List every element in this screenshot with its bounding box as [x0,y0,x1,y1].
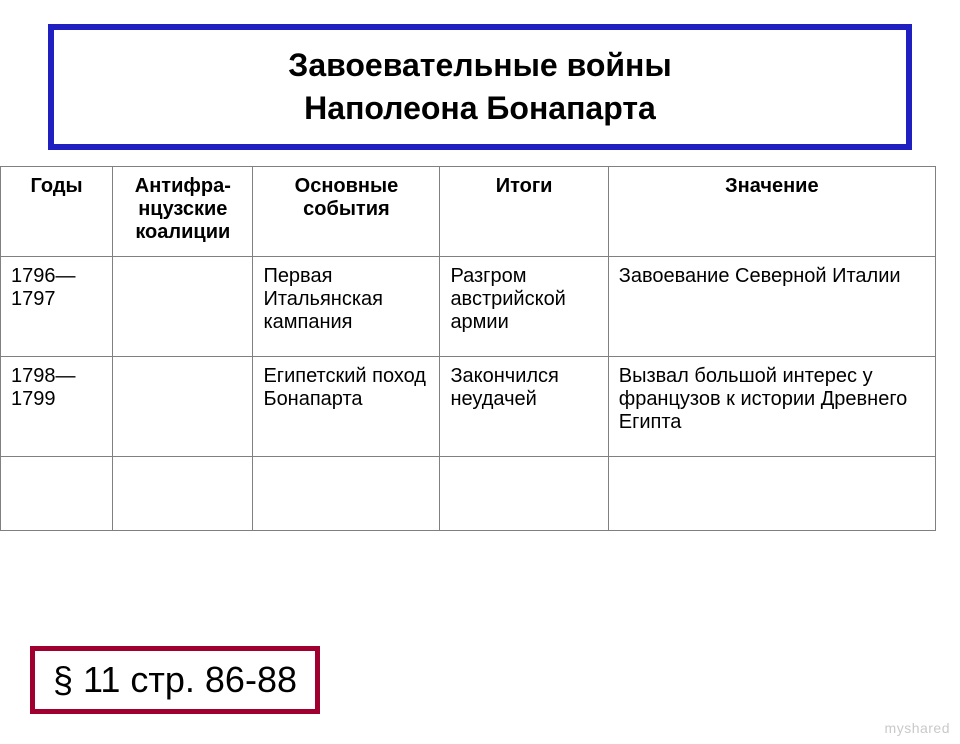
campaigns-table: Годы Антифра-нцузские коалиции Основные … [0,166,936,531]
reference-box: § 11 стр. 86-88 [30,646,320,714]
cell-significance: Вызвал большой интерес у французов к ист… [608,357,935,457]
cell-results: Закончился неудачей [440,357,608,457]
cell-coalition [113,257,253,357]
col-header-significance: Значение [608,167,935,257]
col-header-events: Основные события [253,167,440,257]
col-header-results: Итоги [440,167,608,257]
cell-results: Разгром австрийской армии [440,257,608,357]
cell-events: Первая Итальянская кампания [253,257,440,357]
watermark: myshared [885,720,950,736]
cell-coalition [113,357,253,457]
table-row [1,457,936,531]
title-box: Завоевательные войны Наполеона Бонапарта [48,24,912,150]
cell-coalition [113,457,253,531]
cell-years: 1796—1797 [1,257,113,357]
col-header-coalition: Антифра-нцузские коалиции [113,167,253,257]
cell-results [440,457,608,531]
cell-events [253,457,440,531]
table-header-row: Годы Антифра-нцузские коалиции Основные … [1,167,936,257]
cell-years: 1798—1799 [1,357,113,457]
table-row: 1798—1799 Египетский поход Бонапарта Зак… [1,357,936,457]
title-line-2: Наполеона Бонапарта [66,87,894,130]
title-line-1: Завоевательные войны [66,44,894,87]
cell-events: Египетский поход Бонапарта [253,357,440,457]
cell-years [1,457,113,531]
cell-significance [608,457,935,531]
reference-text: § 11 стр. 86-88 [53,659,297,700]
col-header-years: Годы [1,167,113,257]
cell-significance: Завоевание Северной Италии [608,257,935,357]
table-row: 1796—1797 Первая Итальянская кампания Ра… [1,257,936,357]
